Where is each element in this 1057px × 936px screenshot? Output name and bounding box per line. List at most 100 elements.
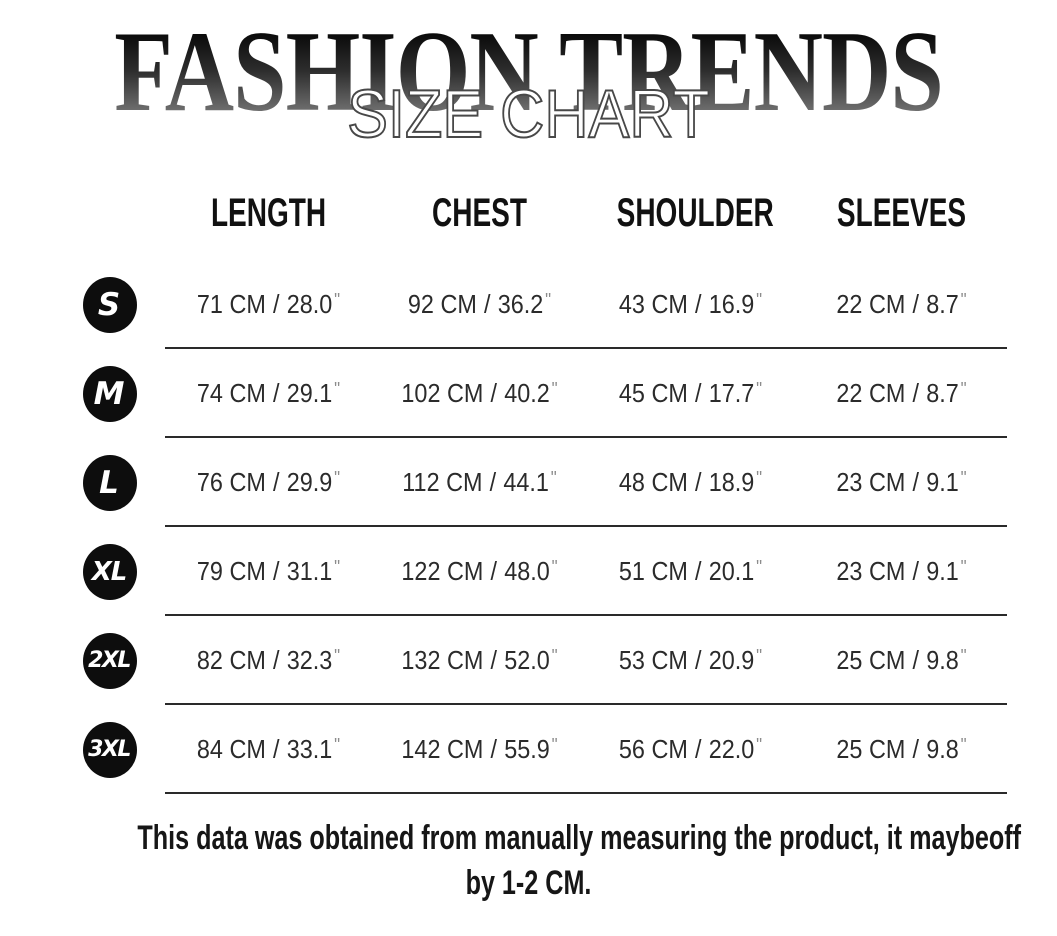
unit-separator: / [490,645,498,675]
inch-mark: " [551,734,558,755]
inch-mark: " [756,467,763,488]
inch-mark: " [960,556,967,577]
measurement-cell: 142 CM/55.9" [385,734,575,765]
measurement-cell: 25 CM/9.8" [807,734,997,765]
inch-value: 55.9 [504,734,550,764]
row-divider [165,436,1007,438]
measurement-cell: 82 CM/32.3" [174,645,364,676]
size-badge-cell: M [57,365,163,422]
inch-mark: " [960,289,967,310]
measurement-cell: 22 CM/8.7" [807,378,997,409]
brand-title: FASHION TRENDS [21,0,1036,130]
cm-value: 53 CM [618,645,688,675]
unit-separator: / [273,556,280,586]
cm-value: 56 CM [618,734,688,764]
size-badge: M [83,365,137,422]
measurement-cell: 84 CM/33.1" [174,734,364,765]
inch-value: 18.9 [708,467,755,497]
inch-value: 48.0 [504,556,550,586]
unit-separator: / [484,289,491,319]
cm-value: 84 CM [196,734,266,764]
size-badge: XL [83,543,137,600]
measurement-cell: 45 CM/17.7" [596,378,786,409]
inch-value: 29.1 [286,378,333,408]
unit-separator: / [490,734,498,764]
table-row: 2XL 82 CM/32.3" 132 CM/52.0" 53 CM/20.9" 25 … [57,616,1007,705]
inch-value: 20.9 [708,645,755,675]
column-header: LENGTH [210,190,327,235]
inch-value: 44.1 [503,467,549,497]
size-badge: L [83,454,137,511]
row-divider [165,792,1007,794]
cm-value: 22 CM [836,378,906,408]
inch-mark: " [756,645,763,666]
note-line-2: by 1-2 CM. [465,864,592,902]
inch-value: 29.9 [286,467,333,497]
table-row: M 74 CM/29.1" 102 CM/40.2" 45 CM/17.7" 22 CM… [57,349,1007,438]
measurement-cell: 51 CM/20.1" [596,556,786,587]
size-badge-label: XL [91,556,128,587]
cm-value: 25 CM [836,734,906,764]
table-row: 3XL 84 CM/33.1" 142 CM/55.9" 56 CM/22.0" 25 … [57,705,1007,794]
inch-mark: " [334,467,341,488]
measurement-cell: 132 CM/52.0" [385,645,575,676]
size-chart-overlay-title: SIZE CHART [346,76,711,152]
measurement-cell: 23 CM/9.1" [807,467,997,498]
unit-separator: / [912,289,920,319]
size-badge-cell: 2XL [57,632,163,689]
row-divider [165,525,1007,527]
inch-mark: " [334,734,341,755]
inch-value: 32.3 [286,645,333,675]
inch-value: 17.7 [708,378,755,408]
cm-value: 92 CM [407,289,477,319]
measurement-cell: 76 CM/29.9" [174,467,364,498]
inch-mark: " [334,378,341,399]
inch-mark: " [334,289,341,310]
unit-separator: / [490,556,498,586]
unit-separator: / [695,645,702,675]
cm-value: 71 CM [196,289,266,319]
inch-mark: " [756,289,763,310]
inch-value: 8.7 [926,289,959,319]
inch-value: 9.1 [926,467,959,497]
inch-mark: " [960,467,967,488]
row-divider [165,703,1007,705]
unit-separator: / [695,289,702,319]
cm-value: 112 CM [402,467,483,497]
size-table: LENGTH CHEST SHOULDER SLEEVES S 71 CM/28.0" 9… [57,188,1007,794]
inch-mark: " [756,734,763,755]
measurement-cell: 48 CM/18.9" [596,467,786,498]
cm-value: 25 CM [836,645,906,675]
unit-separator: / [912,556,920,586]
unit-separator: / [490,378,498,408]
cm-value: 132 CM [401,645,484,675]
measurement-cell: 22 CM/8.7" [807,289,997,320]
column-header: CHEST [432,190,527,235]
cm-value: 43 CM [618,289,688,319]
unit-separator: / [273,289,280,319]
inch-mark: " [756,556,763,577]
unit-separator: / [273,467,280,497]
size-badge-label: L [99,464,119,501]
inch-mark: " [551,556,558,577]
inch-mark: " [545,289,552,310]
unit-separator: / [695,734,702,764]
row-divider [165,614,1007,616]
unit-separator: / [273,734,280,764]
inch-value: 8.7 [926,378,959,408]
size-badge: 3XL [83,721,137,778]
inch-value: 33.1 [286,734,333,764]
inch-value: 9.1 [926,556,959,586]
measurement-cell: 53 CM/20.9" [596,645,786,676]
table-row: XL 79 CM/31.1" 122 CM/48.0" 51 CM/20.1" 23 C… [57,527,1007,616]
size-badge: 2XL [83,632,137,689]
measurement-cell: 92 CM/36.2" [385,289,575,320]
inch-mark: " [334,556,341,577]
size-badge-cell: L [57,454,163,511]
size-badge-cell: XL [57,543,163,600]
measurement-cell: 56 CM/22.0" [596,734,786,765]
inch-mark: " [550,467,557,488]
inch-value: 52.0 [504,645,550,675]
cm-value: 23 CM [836,556,906,586]
measurement-cell: 122 CM/48.0" [385,556,575,587]
